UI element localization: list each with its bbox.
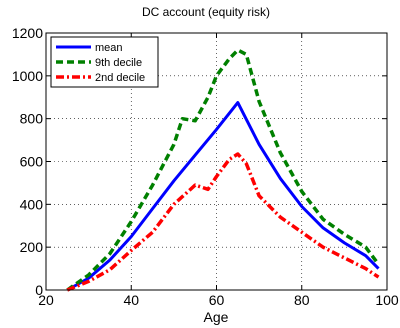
- y-tick-label: 1000: [12, 68, 43, 84]
- x-tick-label: 40: [123, 292, 139, 308]
- chart-title: DC account (equity risk): [142, 5, 270, 19]
- y-tick-label: 1200: [12, 25, 43, 41]
- y-tick-label: 600: [20, 154, 44, 170]
- x-tick-label: 20: [38, 292, 54, 308]
- y-tick-label: 400: [20, 196, 44, 212]
- legend-label: mean: [95, 42, 123, 54]
- x-tick-label: 60: [209, 292, 225, 308]
- x-axis-label: Age: [204, 309, 229, 325]
- legend-label: 9th decile: [95, 57, 142, 69]
- y-tick-label: 200: [20, 239, 44, 255]
- series-line-9th-decile: [66, 48, 380, 292]
- series-line-mean: [66, 101, 380, 292]
- series-lines: [66, 48, 380, 292]
- legend-label: 2nd decile: [95, 72, 145, 84]
- y-tick-label: 800: [20, 111, 44, 127]
- legend: mean 9th decile 2nd decile: [50, 36, 159, 88]
- series-line-2nd-decile: [66, 152, 380, 292]
- x-tick-label: 80: [294, 292, 310, 308]
- y-tick-label: 0: [35, 282, 43, 298]
- x-tick-label: 100: [375, 292, 399, 308]
